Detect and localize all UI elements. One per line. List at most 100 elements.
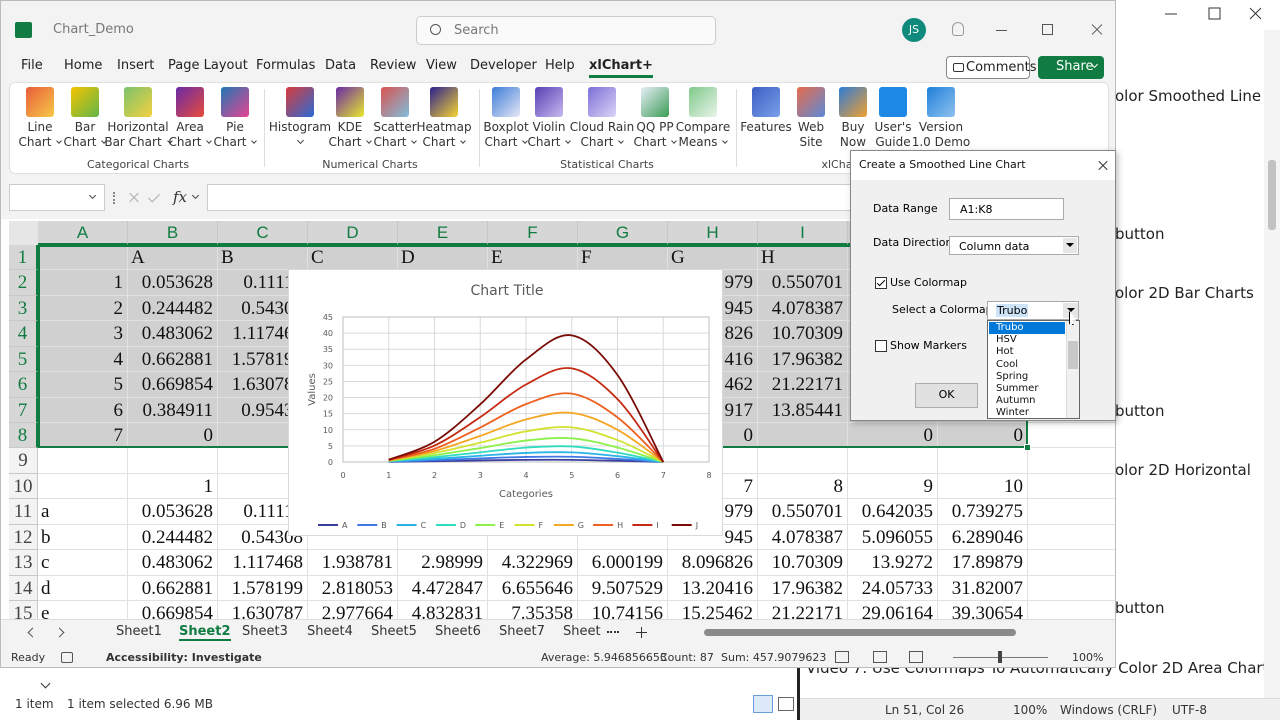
ribbon-icon[interactable] xyxy=(535,87,563,117)
listbox[interactable]: Trubo HSV Hot Cool Spring Summer Autumn Winter xyxy=(987,320,1080,419)
list-option[interactable]: HSV xyxy=(996,334,1017,346)
sheet-tab[interactable]: Sheet1 xyxy=(116,624,162,639)
cell[interactable]: 10.70309 xyxy=(758,321,848,347)
row-header[interactable]: 8 xyxy=(9,423,38,449)
cell[interactable]: 0.642035 xyxy=(848,499,938,525)
text-input[interactable]: A1:K8 xyxy=(949,198,1064,220)
cell[interactable] xyxy=(1028,499,1115,525)
cell[interactable]: 9 xyxy=(848,473,938,500)
ribbon-icon[interactable] xyxy=(221,87,249,117)
cell[interactable]: 0.053628 xyxy=(128,270,218,296)
cell[interactable]: 13.20416 xyxy=(668,575,758,601)
list-option[interactable]: Winter xyxy=(996,407,1029,419)
cell[interactable]: 0.662881 xyxy=(128,575,218,601)
zoom-thumb[interactable] xyxy=(998,651,1002,663)
cell[interactable]: 0.669854 xyxy=(128,372,218,398)
ribbon-button-label[interactable]: Web xyxy=(797,120,825,134)
ribbon-tab[interactable]: Formulas xyxy=(256,58,316,73)
cell[interactable]: 3 xyxy=(38,321,128,347)
ribbon-tab[interactable]: View xyxy=(426,58,457,73)
view-button[interactable] xyxy=(835,651,849,663)
search-box[interactable]: Search xyxy=(416,16,716,45)
column-header[interactable]: C xyxy=(218,221,308,245)
accessibility[interactable]: Accessibility: Investigate xyxy=(106,651,262,664)
cell[interactable]: A xyxy=(128,245,218,271)
column-header[interactable]: H xyxy=(668,221,758,245)
cell[interactable] xyxy=(758,448,848,474)
ribbon-button-label[interactable]: Version xyxy=(918,120,964,134)
cell[interactable]: 9.507529 xyxy=(578,575,668,601)
ribbon-icon[interactable] xyxy=(71,87,99,117)
row-header[interactable]: 4 xyxy=(9,321,38,347)
ribbon-icon[interactable] xyxy=(26,87,54,117)
view-button[interactable] xyxy=(909,651,923,663)
ribbon-button-label[interactable]: Chart xyxy=(25,135,145,149)
cell[interactable] xyxy=(128,448,218,474)
cell[interactable]: 24.05733 xyxy=(848,575,938,601)
cell[interactable] xyxy=(1028,601,1115,619)
ribbon-button-label[interactable]: Bar Chart xyxy=(78,135,198,149)
ribbon-button-label[interactable]: Means xyxy=(643,135,763,149)
cell[interactable] xyxy=(848,448,938,474)
checkbox[interactable] xyxy=(875,277,887,289)
add-sheet[interactable] xyxy=(641,627,642,638)
ribbon-button-label[interactable]: KDE xyxy=(337,120,363,134)
row-header[interactable]: 12 xyxy=(9,524,38,551)
cell[interactable]: E xyxy=(488,245,578,271)
ribbon-icon[interactable] xyxy=(879,87,907,117)
cell[interactable]: 0 xyxy=(938,423,1028,449)
ribbon-icon[interactable] xyxy=(797,87,825,117)
cell[interactable]: 4 xyxy=(38,346,128,373)
checkbox[interactable] xyxy=(875,340,887,352)
row-header[interactable]: 13 xyxy=(9,550,38,576)
select[interactable]: Column data xyxy=(949,236,1079,255)
ribbon-tab[interactable]: Review xyxy=(370,58,417,73)
ribbon-icon[interactable] xyxy=(430,87,458,117)
ribbon-icon[interactable] xyxy=(286,87,314,117)
cell[interactable]: 5 xyxy=(38,372,128,398)
cell[interactable]: 17.96382 xyxy=(758,346,848,373)
cell[interactable]: 6.655646 xyxy=(488,575,578,601)
row-header[interactable]: 9 xyxy=(9,448,38,474)
cell[interactable]: 13.9272 xyxy=(848,550,938,576)
ribbon-button-label[interactable]: Chart xyxy=(130,135,250,149)
ribbon-icon[interactable] xyxy=(689,87,717,117)
ribbon-button-label[interactable]: Violin xyxy=(532,120,566,134)
ribbon-button-label[interactable]: Chart xyxy=(489,135,609,149)
cell[interactable]: C xyxy=(308,245,398,271)
hscroll-thumb[interactable] xyxy=(704,629,1016,636)
cell[interactable]: 1.938781 xyxy=(308,550,398,576)
cell[interactable]: 0.244482 xyxy=(128,524,218,551)
cell[interactable] xyxy=(1028,448,1115,474)
list-option[interactable]: Summer xyxy=(996,383,1039,394)
ribbon-button-label[interactable]: Bar xyxy=(74,120,96,134)
cell[interactable]: 10.74156 xyxy=(578,601,668,619)
ribbon-tab[interactable]: Home xyxy=(64,58,103,73)
cell[interactable]: 4.832831 xyxy=(398,601,488,619)
cell[interactable]: 0.669854 xyxy=(128,601,218,619)
ribbon-tab[interactable]: Data xyxy=(325,58,357,73)
ok-button[interactable]: OK xyxy=(915,383,978,408)
cell[interactable]: 2.818053 xyxy=(308,575,398,601)
ribbon-icon[interactable] xyxy=(124,87,152,117)
row-header[interactable]: 11 xyxy=(9,499,38,525)
ribbon-button-label[interactable]: Area xyxy=(176,120,204,134)
cell[interactable] xyxy=(938,448,1028,474)
ribbon-button-label[interactable]: Site xyxy=(799,135,823,149)
ribbon-button-label[interactable]: Chart xyxy=(446,135,566,149)
cell[interactable]: e xyxy=(38,601,128,619)
cell[interactable]: F xyxy=(578,245,668,271)
cell[interactable] xyxy=(38,473,128,500)
cell[interactable]: a xyxy=(38,499,128,525)
cell[interactable]: 0.739275 xyxy=(938,499,1028,525)
user-avatar[interactable]: JS xyxy=(902,18,926,42)
cell[interactable]: 2.98999 xyxy=(398,550,488,576)
ribbon-button-label[interactable]: Chart xyxy=(542,135,662,149)
lightbulb[interactable] xyxy=(952,22,964,36)
ribbon-button-label[interactable]: Pie xyxy=(226,120,244,134)
row-header[interactable]: 5 xyxy=(9,346,38,373)
cell[interactable]: 0.384911 xyxy=(128,397,218,423)
list-option[interactable]: Trubo xyxy=(989,322,1065,334)
sheet-tab[interactable]: Sheet5 xyxy=(371,624,417,639)
more-sheets[interactable] xyxy=(607,631,619,633)
